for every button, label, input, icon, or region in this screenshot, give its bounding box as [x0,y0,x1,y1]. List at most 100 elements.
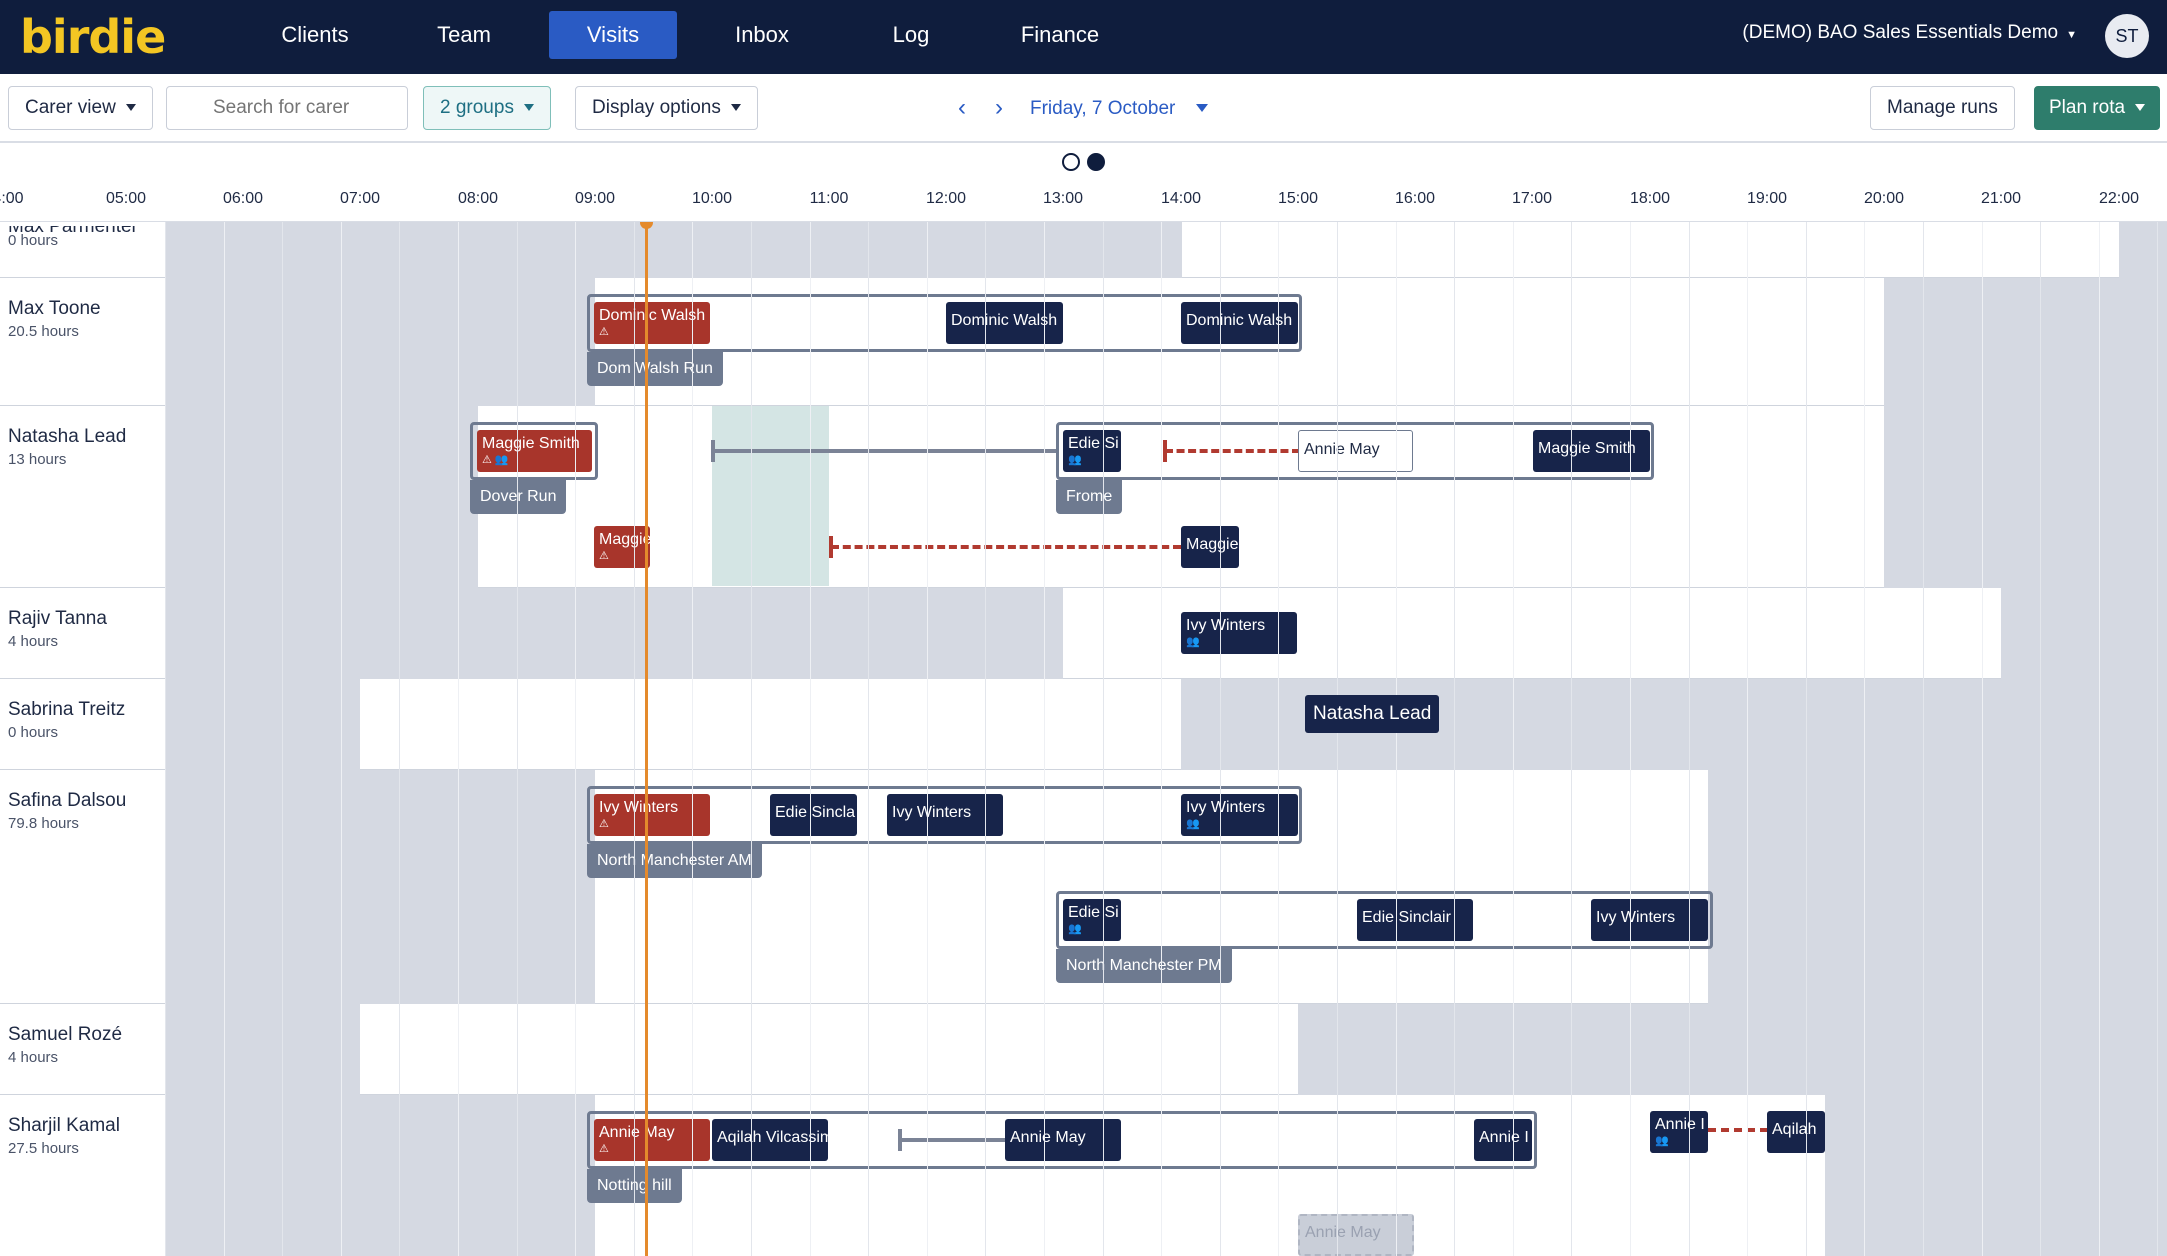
grid-line [810,222,811,1256]
grid-line [399,222,400,1256]
grid-line [1396,222,1397,1256]
grid-line [1982,222,1983,1256]
visit-card[interactable]: Dominic Walsh ⚠ [594,302,710,344]
visit-card[interactable]: Annie May [1005,1119,1121,1161]
run-label[interactable]: Dom Walsh Run [587,352,723,386]
grid-line [1689,222,1690,1256]
chevron-down-icon [2135,104,2146,112]
chevron-down-icon[interactable] [1196,104,1208,112]
visit-card[interactable]: Aqilah Vilcassim [712,1119,828,1161]
carer-name[interactable]: Safina Dalsou [8,790,127,811]
nav-log[interactable]: Log [892,22,930,47]
visit-card[interactable]: Edie Si 👥 [1063,899,1121,941]
late-dash [831,545,1181,549]
visit-card[interactable]: Aqilah [1767,1111,1825,1153]
chevron-down-icon [730,104,741,112]
avatar[interactable]: ST [2105,14,2149,58]
visit-card[interactable]: Ivy Winters 👥 [1181,612,1297,654]
run-box[interactable] [1056,422,1654,480]
birdie-logo[interactable]: birdie [20,10,166,64]
visit-client: Ivy Winters [1186,799,1266,816]
carer-row: Max Parmenter 0 hours [0,222,2167,278]
visit-card[interactable]: Edie Si 👥 [1063,430,1121,472]
carer-name[interactable]: Sharjil Kamal [8,1115,120,1136]
run-label[interactable]: Frome [1056,480,1123,514]
date-picker[interactable]: Friday, 7 October [1030,98,1176,119]
visit-card[interactable]: Edie Sinclair [1357,899,1473,941]
visit-client: Maggie Smith [482,435,580,452]
visit-card[interactable]: Ivy Winters [887,794,1003,836]
page-dot[interactable] [1062,153,1080,171]
run-box[interactable] [1056,891,1713,949]
visit-card[interactable]: Annie I 👥 [1650,1111,1708,1153]
display-options-dropdown[interactable]: Display options [575,86,758,130]
unavailable-shade [1298,1004,2167,1095]
grid-line [1278,222,1279,1256]
search-input[interactable] [166,86,408,130]
visit-card[interactable]: Annie May ⚠ [594,1119,710,1161]
run-box[interactable] [587,294,1302,352]
organisation-switcher[interactable]: (DEMO) BAO Sales Essentials Demo ▼ [1742,22,2077,44]
run-label[interactable]: North Manchester AM [587,844,762,878]
visit-card[interactable]: Edie Sincla [770,794,857,836]
visit-card[interactable]: Ivy Winters 👥 [1181,794,1298,836]
carer-name[interactable]: Max Parmenter [8,222,138,237]
nav-team[interactable]: Team [437,22,491,47]
visit-card[interactable]: Maggie ⚠ [594,526,650,568]
visit-client: Ivy Winters [1186,617,1266,634]
page-dot-active[interactable] [1087,153,1105,171]
warning-triangle-icon: ⚠ [599,550,609,562]
carer-hours: 4 hours [8,633,59,650]
unavailable-shade [2119,222,2167,278]
time-tick: 4:00 [0,190,24,207]
plan-rota-label: Plan rota [2049,97,2126,118]
visit-card[interactable]: Maggie Smith [1533,430,1650,472]
grid-line [341,222,342,1256]
visit-card[interactable]: Maggie Smith ⚠ 👥 [477,430,592,472]
run-box[interactable] [587,786,1302,844]
carer-hours: 27.5 hours [8,1140,79,1157]
nav-inbox[interactable]: Inbox [735,22,789,47]
visit-card[interactable]: Dominic Walsh [946,302,1063,344]
unavailable-shade [165,278,595,406]
visit-card[interactable]: Ivy Winters ⚠ [594,794,710,836]
visit-card[interactable]: Ivy Winters [1591,899,1708,941]
run-box[interactable] [470,422,598,480]
groups-filter[interactable]: 2 groups [423,86,551,130]
unavailable-shade [165,770,595,1004]
chevron-right-icon[interactable]: › [995,94,1003,121]
nav-visits[interactable]: Visits [549,11,677,59]
grid-line [2099,222,2100,1256]
visit-client: Maggie [599,531,650,548]
carer-name[interactable]: Rajiv Tanna [8,608,107,629]
nav-clients[interactable]: Clients [281,22,349,47]
carer-name[interactable]: Max Toone [8,298,101,319]
grid-line [1161,222,1162,1256]
carer-row: Samuel Rozé 4 hours [0,1004,2167,1095]
run-label[interactable]: North Manchester PM [1056,949,1232,983]
visit-client: Ivy Winters [599,799,679,816]
visit-card-dragging[interactable]: Annie May [1298,430,1413,472]
time-tick: 15:00 [1277,190,1319,207]
nav-finance[interactable]: Finance [1020,22,1100,47]
plan-rota-button[interactable]: Plan rota [2034,86,2161,130]
visit-card[interactable]: Maggie [1181,526,1239,568]
schedule-grid: Max Parmenter 0 hours Max Toone 20.5 hou… [0,222,2167,1256]
chevron-left-icon[interactable]: ‹ [958,94,966,121]
current-time-line [645,222,648,1256]
run-label[interactable]: Dover Run [470,480,567,514]
run-box[interactable] [587,1111,1537,1169]
visit-card[interactable]: Annie I [1474,1119,1532,1161]
warning-triangle-icon: ⚠ [599,326,609,338]
unavailable-shade [165,222,1182,278]
carer-view-dropdown[interactable]: Carer view [8,86,153,130]
carer-name[interactable]: Samuel Rozé [8,1024,123,1045]
visit-card[interactable]: Dominic Walsh [1181,302,1298,344]
manage-runs-button[interactable]: Manage runs [1870,86,2015,130]
warning-triangle-icon: ⚠ [599,818,609,830]
time-tick: 09:00 [574,190,616,207]
grid-line [868,222,869,1256]
carer-name[interactable]: Natasha Lead [8,426,127,447]
grid-line [224,222,225,1256]
carer-name[interactable]: Sabrina Treitz [8,699,126,720]
